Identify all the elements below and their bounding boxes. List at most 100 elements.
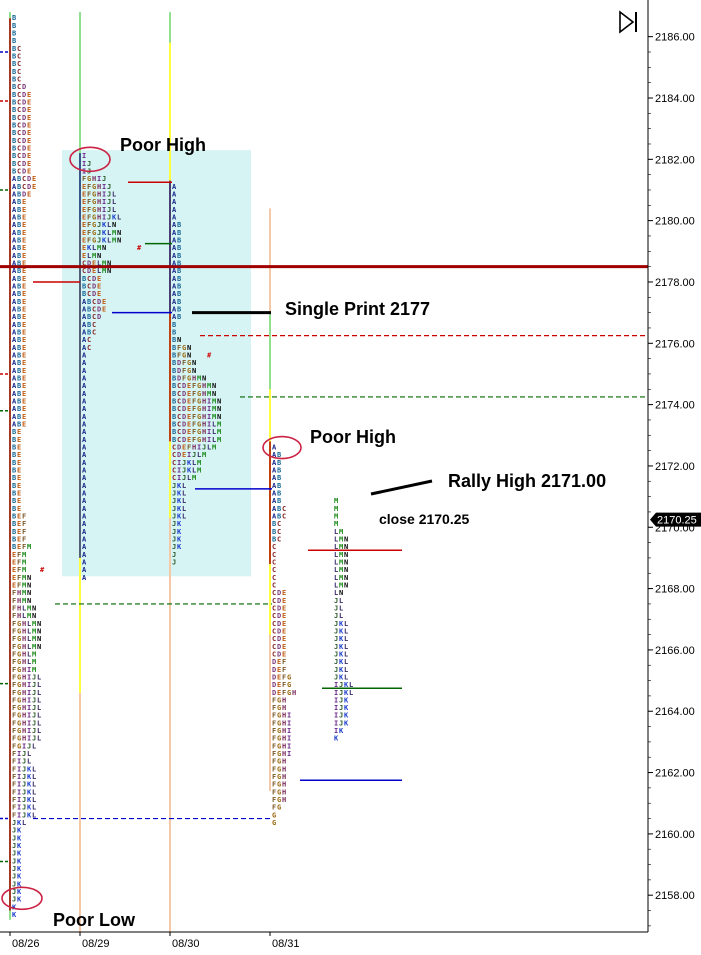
tpo-letter: F	[192, 428, 196, 436]
tpo-letter: E	[27, 167, 31, 175]
tpo-letter: C	[277, 520, 281, 528]
tpo-letter: A	[12, 397, 17, 405]
tpo-letter: F	[272, 704, 276, 712]
tpo-letter: K	[177, 543, 182, 551]
tpo-letter: L	[187, 474, 191, 482]
tpo-letter: E	[17, 535, 21, 543]
annotation-poor-high-1: Poor High	[120, 135, 206, 155]
tpo-letter: D	[272, 673, 276, 681]
tpo-letter: E	[22, 259, 26, 267]
tpo-letter: I	[17, 788, 21, 796]
tpo-letter: H	[97, 190, 101, 198]
tpo-letter: A	[82, 328, 87, 336]
tpo-letter: M	[32, 627, 36, 635]
tpo-letter: K	[344, 689, 349, 697]
tpo-letter: D	[182, 420, 186, 428]
tpo-letter: B	[172, 390, 176, 398]
tpo-letter: L	[107, 229, 111, 237]
tpo-letter: G	[197, 428, 201, 436]
tpo-letter: G	[277, 804, 281, 812]
tpo-letter: A	[272, 459, 277, 467]
tpo-letter: A	[12, 374, 17, 382]
tpo-letter: B	[12, 60, 16, 68]
tpo-letter: L	[37, 719, 41, 727]
tpo-letter: A	[172, 252, 177, 260]
tpo-letter: G	[17, 719, 21, 727]
tpo-letter: B	[12, 22, 16, 30]
tpo-letter: B	[12, 53, 16, 61]
tpo-letter: D	[22, 190, 26, 198]
tpo-letter: I	[334, 727, 338, 735]
tpo-letter: A	[172, 305, 177, 313]
tpo-letter: B	[17, 267, 21, 275]
tpo-letter: D	[92, 275, 96, 283]
tpo-letter: B	[12, 543, 16, 551]
tpo-letter: B	[12, 45, 16, 53]
tpo-letter: G	[277, 742, 281, 750]
tpo-letter: B	[12, 528, 16, 536]
tpo-letter: A	[82, 428, 87, 436]
tpo-letter: D	[277, 643, 281, 651]
tpo-letter: A	[12, 290, 17, 298]
tpo-letter: I	[102, 206, 106, 214]
tpo-letter: B	[12, 160, 16, 168]
tpo-letter: M	[339, 535, 343, 543]
tpo-letter: F	[12, 643, 16, 651]
tpo-letter: D	[277, 612, 281, 620]
tpo-letter: N	[102, 244, 106, 252]
tpo-letter: E	[22, 267, 26, 275]
tpo-letter: M	[102, 267, 106, 275]
tpo-letter: B	[277, 482, 281, 490]
tpo-letter: E	[27, 160, 31, 168]
tpo-letter: C	[272, 620, 276, 628]
tpo-letter: C	[272, 635, 276, 643]
tpo-letter: F	[17, 581, 21, 589]
tpo-letter: A	[82, 351, 87, 359]
tpo-letter: H	[22, 650, 26, 658]
tpo-letter: H	[292, 689, 296, 697]
tpo-letter: J	[202, 443, 206, 451]
tpo-letter: G	[277, 765, 281, 773]
tpo-letter: F	[87, 183, 91, 191]
tpo-letter: K	[27, 781, 32, 789]
tpo-letter: G	[197, 390, 201, 398]
tpo-letter: L	[344, 666, 348, 674]
tpo-letter: N	[107, 267, 111, 275]
tpo-letter: I	[22, 742, 26, 750]
tpo-letter: C	[17, 137, 21, 145]
tpo-letter: K	[17, 865, 22, 873]
tpo-letter: A	[172, 244, 177, 252]
tpo-letter: A	[82, 474, 87, 482]
tpo-letter: J	[32, 689, 36, 697]
tpo-letter: F	[177, 344, 181, 352]
tpo-letter: E	[82, 183, 86, 191]
tpo-letter: L	[32, 773, 36, 781]
tpo-letter: A	[82, 367, 87, 375]
tpo-letter: J	[32, 673, 36, 681]
tpo-letter: B	[17, 382, 21, 390]
tpo-letter: F	[192, 420, 196, 428]
tpo-letter: H	[22, 635, 26, 643]
tpo-letter: J	[172, 489, 176, 497]
tpo-letter: E	[277, 681, 281, 689]
tpo-letter: D	[22, 167, 26, 175]
tpo-letter: L	[334, 543, 338, 551]
tpo-letter: B	[12, 91, 16, 99]
tpo-letter: J	[22, 750, 26, 758]
tpo-letter: A	[82, 558, 87, 566]
tpo-letter: J	[172, 497, 176, 505]
tpo-letter: B	[17, 259, 21, 267]
tpo-letter: D	[272, 658, 276, 666]
tpo-letter: D	[97, 313, 101, 321]
tpo-letter: E	[17, 474, 21, 482]
tpo-letter: C	[87, 290, 91, 298]
tpo-letter: L	[344, 643, 348, 651]
tpo-letter: J	[172, 482, 176, 490]
tpo-letter: E	[22, 359, 26, 367]
tpo-letter: F	[192, 390, 196, 398]
tpo-letter: L	[97, 267, 101, 275]
tpo-letter: B	[172, 436, 176, 444]
tpo-letter: G	[17, 666, 21, 674]
tpo-letter: A	[172, 190, 177, 198]
